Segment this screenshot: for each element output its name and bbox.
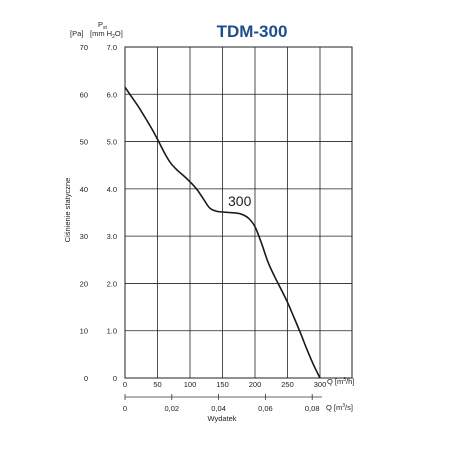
series-line-300 <box>124 86 321 379</box>
x-tick-label-m3h: 0 <box>123 380 127 389</box>
y-tick-label-mmh2o: 5.0 <box>107 138 117 147</box>
y-tick-label-pa: 30 <box>80 232 88 241</box>
x-tick-label-m3h: 150 <box>216 380 229 389</box>
y-tick-label-pa: 70 <box>80 43 88 52</box>
x-tick-label-m3h: 300 <box>314 380 327 389</box>
grid <box>124 46 353 379</box>
x-tick-label-m3s: 0,04 <box>211 404 226 413</box>
x-unit-m3h: Q [m3/h] <box>327 377 354 386</box>
y-tick-label-mmh2o: 0 <box>113 374 117 383</box>
x-unit-m3s: Q [m3/s] <box>326 403 353 412</box>
x-tick-label-m3h: 250 <box>281 380 294 389</box>
y-axis-label: Ciśnienie statyczne <box>63 178 72 243</box>
plot-frame <box>124 46 353 379</box>
y-tick-label-pa: 60 <box>80 90 88 99</box>
x-tick-label-m3s: 0,08 <box>305 404 320 413</box>
y-tick-label-mmh2o: 7.0 <box>107 43 117 52</box>
y-tick-label-pa: 40 <box>80 185 88 194</box>
x-tick-label-m3s: 0 <box>123 404 127 413</box>
series-label-300: 300 <box>228 193 252 209</box>
tick-labels: 0 10 20 30 40 50 60 70 0 1.0 2.0 3.0 4.0 5.0 6.0 7.0 0 50… <box>80 43 327 413</box>
x-tick-label-m3h: 100 <box>184 380 197 389</box>
x-tick-label-m3h: 200 <box>249 380 262 389</box>
y-tick-label-pa: 50 <box>80 138 88 147</box>
y-tick-label-pa: 10 <box>80 327 88 336</box>
y-tick-label-mmh2o: 4.0 <box>107 185 117 194</box>
y-unit-pa: [Pa] <box>70 29 83 38</box>
x-tick-label-m3s: 0,06 <box>258 404 273 413</box>
x-axis-label: Wydatek <box>207 414 236 423</box>
chart-title: TDM-300 <box>217 22 288 41</box>
y-unit-pressure-symbol: Pst <box>98 20 108 31</box>
y-unit-mmh2o: [mm H2O] <box>90 29 123 40</box>
y-tick-label-pa: 0 <box>84 374 88 383</box>
y-tick-label-pa: 20 <box>80 279 88 288</box>
x-tick-label-m3h: 50 <box>153 380 161 389</box>
y-tick-label-mmh2o: 3.0 <box>107 232 117 241</box>
y-tick-label-mmh2o: 2.0 <box>107 279 117 288</box>
y-tick-label-mmh2o: 1.0 <box>107 327 117 336</box>
y-tick-label-mmh2o: 6.0 <box>107 90 117 99</box>
x-tick-label-m3s: 0,02 <box>164 404 179 413</box>
